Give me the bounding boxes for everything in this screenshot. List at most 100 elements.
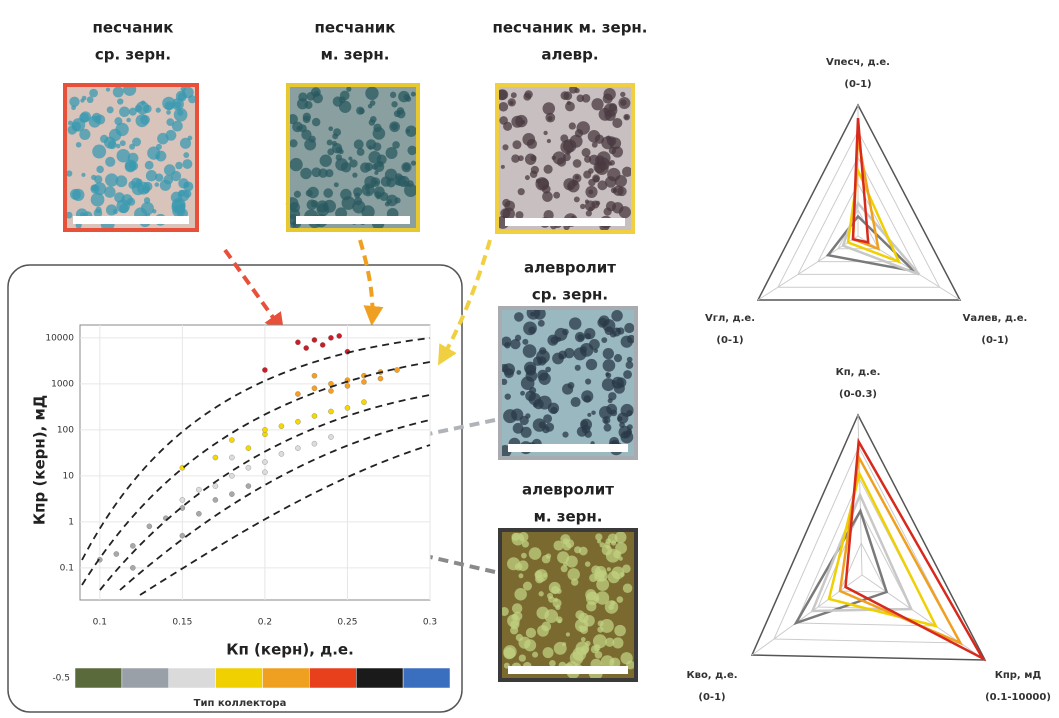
grain [502, 363, 516, 376]
grain [568, 317, 582, 330]
grain [560, 565, 568, 573]
grain [601, 337, 608, 343]
thin-section-frame [498, 306, 638, 460]
grain [387, 199, 393, 204]
grain [547, 592, 554, 599]
grain [588, 168, 594, 174]
scatter-point [344, 383, 351, 389]
scatter-point [377, 375, 384, 382]
grain [585, 378, 592, 385]
grain [595, 200, 601, 206]
grain [349, 159, 358, 168]
grain [543, 209, 554, 221]
scatter-point [229, 454, 235, 461]
boundary-curve [81, 361, 431, 586]
grain [524, 175, 530, 181]
grain [300, 167, 312, 180]
grain [580, 418, 593, 431]
grain [567, 184, 573, 190]
scatter-point [212, 483, 219, 489]
grain [583, 395, 592, 403]
grain [553, 540, 564, 551]
grain [571, 578, 579, 586]
grain [595, 533, 603, 541]
grain [500, 378, 508, 386]
scatter-point [295, 391, 301, 397]
radar-axis [751, 574, 863, 656]
grain [575, 610, 585, 620]
grain [116, 148, 131, 163]
x-tick-label: 0.2 [258, 618, 272, 628]
boundary-curve [81, 337, 431, 561]
grain [144, 160, 154, 170]
grain [546, 138, 552, 144]
grain [580, 346, 588, 353]
grain [605, 372, 610, 377]
grain [512, 140, 522, 150]
scatter-point [278, 423, 285, 429]
grain [352, 200, 366, 214]
grain [403, 180, 410, 187]
grain [396, 109, 406, 119]
thin-section-label: песчаник [93, 19, 174, 37]
colorbar-segment [262, 667, 310, 689]
grain [592, 174, 600, 183]
grain [581, 148, 591, 158]
radar-grid [773, 445, 962, 644]
grain [611, 310, 623, 322]
scatter-point [295, 418, 301, 425]
scatter-point [303, 345, 309, 351]
grain [566, 150, 571, 155]
grain [558, 354, 565, 360]
grain [518, 531, 529, 542]
grain [520, 390, 525, 396]
grain [606, 403, 618, 415]
scatter-point [344, 405, 351, 411]
thin-section-frame [495, 83, 635, 234]
grain [511, 408, 524, 421]
thin-section [498, 305, 638, 460]
grain [615, 542, 627, 554]
grain [562, 431, 569, 438]
radar-series [846, 166, 902, 264]
scatter-point [130, 543, 136, 549]
grain [536, 349, 550, 364]
grain [542, 102, 556, 115]
arrow [358, 239, 384, 326]
grain [602, 93, 613, 104]
grain [333, 128, 342, 137]
grain [354, 192, 361, 199]
grain [75, 141, 82, 148]
grain [591, 410, 596, 415]
grain [105, 204, 118, 216]
grain [304, 138, 317, 151]
grain [373, 123, 382, 133]
y-tick-label: 10 [63, 471, 75, 481]
grain [338, 96, 346, 104]
grain [67, 120, 73, 126]
thin-section-label: песчаник м. зерн. [493, 19, 648, 37]
thin-section-frame [498, 528, 638, 682]
grain [128, 181, 137, 189]
grain [352, 172, 358, 178]
scatter-point [311, 385, 318, 392]
grain [86, 96, 94, 104]
grain [511, 532, 520, 541]
radar-axis [757, 235, 859, 301]
grain [614, 624, 626, 637]
grain [518, 654, 526, 662]
thin-section-label: песчаник [315, 19, 396, 37]
grain [165, 129, 177, 141]
grain [612, 188, 617, 193]
grain [580, 203, 586, 210]
thin-section [498, 528, 638, 682]
grain [325, 169, 334, 178]
grain [562, 642, 567, 647]
grain [616, 596, 624, 603]
grain [174, 101, 182, 109]
scatter-point [328, 434, 334, 440]
grain [612, 637, 624, 649]
grain [94, 175, 103, 184]
grain [584, 200, 596, 212]
